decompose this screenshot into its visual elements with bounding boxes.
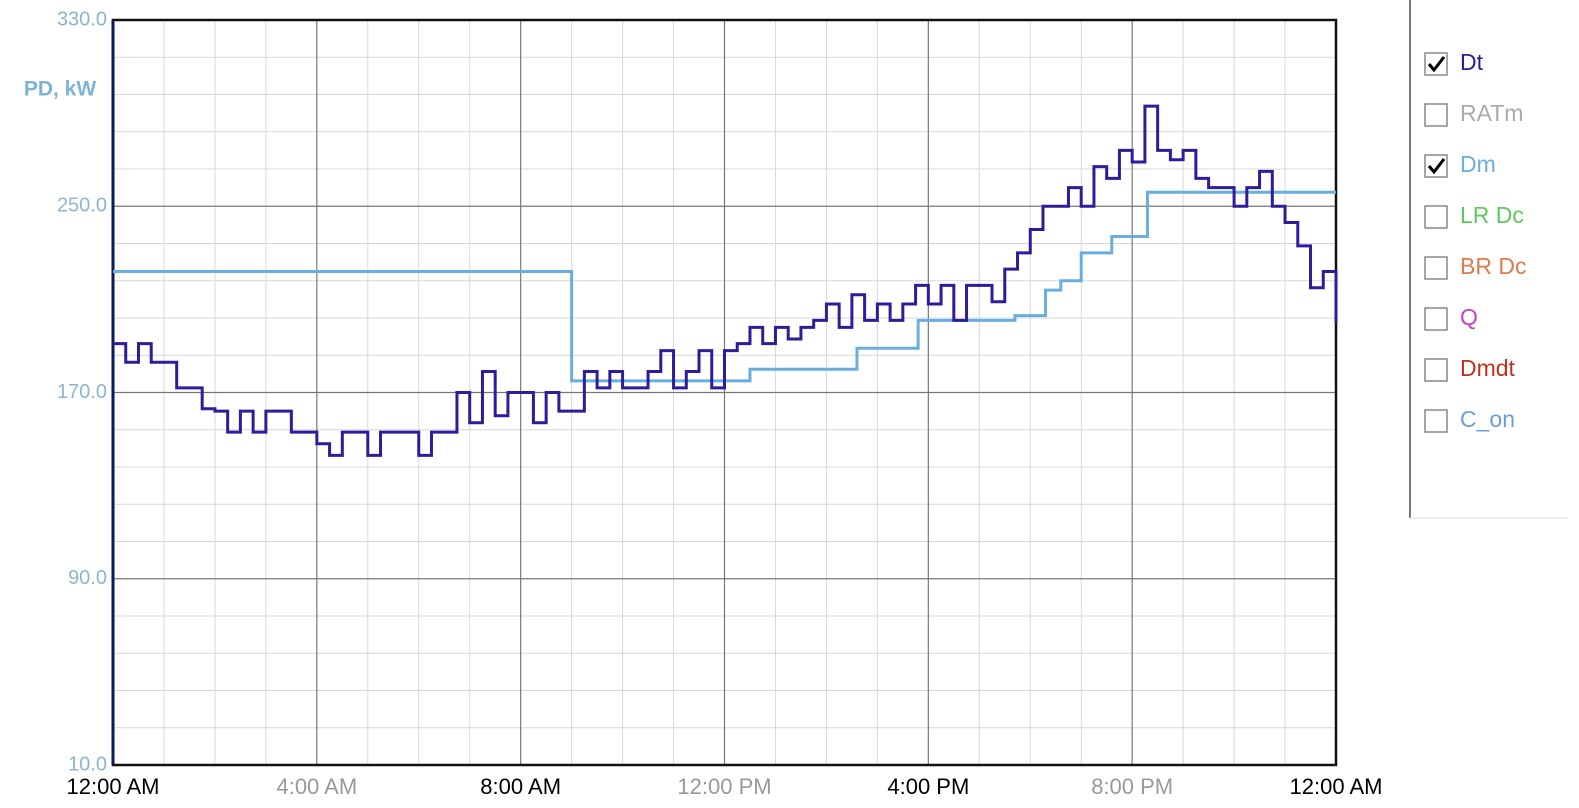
legend-item[interactable]: Dmdt xyxy=(1424,355,1516,382)
legend-item[interactable]: Q xyxy=(1424,304,1478,331)
legend-item[interactable]: Dt xyxy=(1424,49,1484,76)
x-tick-label: 12:00 AM xyxy=(67,774,160,799)
legend-checkbox xyxy=(1424,154,1448,178)
checkmark xyxy=(1427,56,1446,73)
y-tick-label: 170.0 xyxy=(57,381,107,403)
y-axis-label: PD, kW xyxy=(24,78,97,101)
legend-item[interactable]: RATm xyxy=(1424,100,1523,127)
legend-label: Dm xyxy=(1460,151,1496,177)
legend-item[interactable]: C_on xyxy=(1424,406,1515,433)
legend-item[interactable]: Dm xyxy=(1424,151,1496,178)
x-tick-label: 4:00 AM xyxy=(276,774,357,799)
legend-label: C_on xyxy=(1460,406,1515,432)
legend-label: Dmdt xyxy=(1460,355,1516,381)
y-tick-label: 10.0 xyxy=(68,753,107,775)
legend-label: BR Dc xyxy=(1460,253,1526,279)
legend-item[interactable]: BR Dc xyxy=(1424,253,1526,280)
legend-label: Q xyxy=(1460,304,1478,330)
legend-label: RATm xyxy=(1460,100,1523,126)
y-tick-label: 90.0 xyxy=(68,567,107,589)
series-line xyxy=(113,190,1336,383)
checkmark xyxy=(1427,158,1446,175)
legend-checkbox xyxy=(1424,256,1448,280)
legend-label: Dt xyxy=(1460,49,1484,75)
series-line xyxy=(113,104,1338,457)
x-tick-label: 4:00 PM xyxy=(887,774,969,799)
x-tick-label: 8:00 PM xyxy=(1091,774,1173,799)
legend-checkbox xyxy=(1424,358,1448,382)
legend-item[interactable]: LR Dc xyxy=(1424,202,1524,229)
x-tick-label: 12:00 AM xyxy=(1290,774,1383,799)
legend-checkbox xyxy=(1424,409,1448,433)
y-tick-label: 250.0 xyxy=(57,195,107,217)
legend-checkbox xyxy=(1424,103,1448,127)
x-tick-label: 8:00 AM xyxy=(480,774,561,799)
x-tick-label: 12:00 PM xyxy=(677,774,771,799)
legend-checkbox xyxy=(1424,205,1448,229)
legend-label: LR Dc xyxy=(1460,202,1524,228)
legend-checkbox xyxy=(1424,52,1448,76)
legend-checkbox xyxy=(1424,307,1448,331)
y-tick-label: 330.0 xyxy=(57,8,107,30)
